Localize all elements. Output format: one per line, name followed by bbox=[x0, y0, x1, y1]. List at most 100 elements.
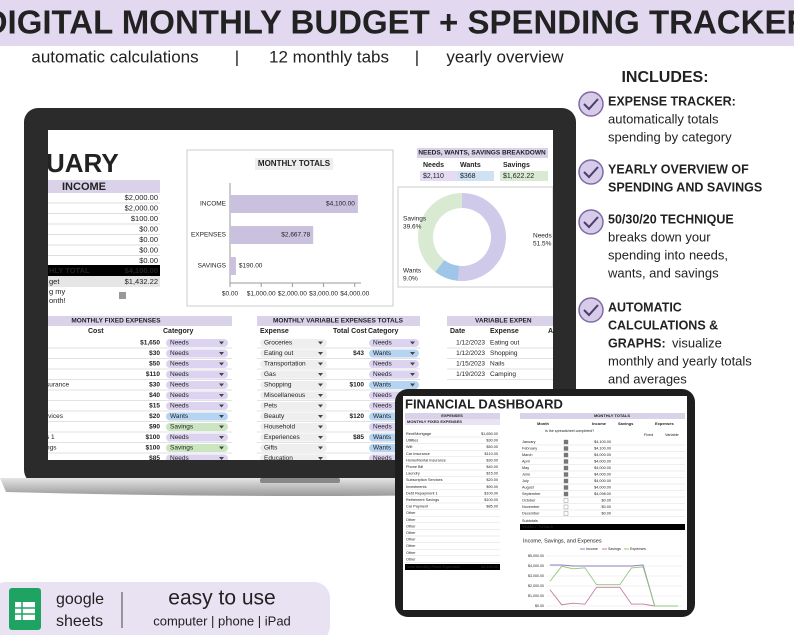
checkbox bbox=[563, 439, 569, 445]
dropdown-arrow bbox=[219, 383, 224, 387]
cost: $43 bbox=[353, 350, 364, 357]
col-header: Total Cost bbox=[333, 328, 367, 335]
checkbox bbox=[563, 485, 569, 490]
month-income: $0.00 bbox=[601, 512, 611, 516]
checkbox bbox=[563, 472, 569, 477]
dropdown-text: Wants bbox=[373, 413, 392, 420]
tablet-row-label: Retirement Savings bbox=[406, 498, 439, 502]
y-tick-label: $4,000.00 bbox=[528, 564, 544, 568]
dropdown bbox=[369, 381, 419, 389]
check-mark bbox=[583, 98, 599, 111]
dropdown-arrow bbox=[219, 436, 224, 439]
x-tick-label: $2,000.00 bbox=[278, 291, 307, 298]
month-income: $4,000.00 bbox=[594, 466, 611, 470]
tablet-col: Fixed bbox=[644, 433, 653, 437]
tablet-row-value: $100.00 bbox=[484, 498, 498, 502]
donut-value: 9.0% bbox=[403, 276, 418, 283]
dropdown-text: Needs bbox=[170, 350, 190, 357]
dropdown-text: Needs bbox=[170, 455, 190, 462]
month-income: $4,000.00 bbox=[594, 479, 611, 483]
checkbox bbox=[563, 465, 569, 471]
dropdown bbox=[260, 391, 327, 400]
donut-slice bbox=[418, 193, 462, 272]
cost: $100 bbox=[146, 445, 161, 452]
dropdown-text: Needs bbox=[170, 361, 190, 368]
check-icon bbox=[578, 91, 604, 117]
breakdown-cell bbox=[457, 171, 494, 181]
month: April bbox=[522, 460, 530, 464]
include-title: GRAPHS: bbox=[608, 336, 666, 350]
dropdown-text: Shopping bbox=[264, 382, 292, 389]
check-mark bbox=[583, 216, 599, 229]
dropdown-text: Needs bbox=[373, 371, 393, 378]
dropdown-text: Groceries bbox=[264, 340, 293, 347]
cost: $20 bbox=[149, 413, 160, 420]
month-income: $4,100.00 bbox=[594, 447, 611, 451]
y-tick-label: $0.00 bbox=[535, 604, 544, 608]
month-income: $4,100.00 bbox=[594, 440, 611, 444]
dropdown bbox=[260, 360, 327, 368]
tablet-row-label: Wifi bbox=[406, 445, 412, 449]
include-text: visualize bbox=[672, 335, 722, 350]
tablet-row-label: Utilities bbox=[406, 439, 418, 443]
dropdown-arrow bbox=[318, 394, 323, 397]
month: August bbox=[522, 486, 535, 490]
dropdown-arrow bbox=[318, 404, 323, 408]
dropdown-arrow bbox=[318, 415, 323, 418]
subtitle: yearly overview bbox=[446, 47, 564, 66]
tablet-row-label: Rent/Mortgage bbox=[406, 432, 431, 436]
month-title: UARY bbox=[46, 148, 119, 178]
tablet-row-value: $90.00 bbox=[486, 485, 498, 489]
tablet-row-value: $40.00 bbox=[486, 465, 498, 469]
y-tick-label: $2,000.00 bbox=[528, 584, 544, 588]
dropdown-arrow bbox=[219, 394, 224, 397]
col-header: Category bbox=[368, 328, 398, 335]
sheets-icon-grid bbox=[15, 602, 35, 620]
month: February bbox=[522, 447, 537, 451]
checkbox bbox=[119, 292, 126, 299]
dropdown-text: Needs bbox=[170, 371, 190, 378]
breakdown-value: $2,110 bbox=[423, 173, 444, 180]
dropdown-text: Gas bbox=[264, 371, 277, 378]
dropdown-text: Wants bbox=[170, 413, 189, 420]
tablet-row-label: Car Payment bbox=[406, 505, 429, 509]
dropdown-text: Needs bbox=[170, 392, 190, 399]
dropdown bbox=[166, 370, 228, 379]
cost: $30 bbox=[149, 350, 160, 357]
month-income: $4,000.00 bbox=[594, 486, 611, 490]
tablet-row-value: $30.00 bbox=[486, 458, 498, 462]
banner bbox=[0, 0, 794, 46]
tablet-row-label: Debt Repayment 1 bbox=[406, 491, 438, 495]
note: onth! bbox=[49, 296, 66, 305]
donut-value: 51.5% bbox=[533, 241, 552, 248]
dropdown-text: Needs bbox=[373, 361, 393, 368]
dropdown bbox=[260, 433, 327, 442]
tablet-row-label: Phone Bill bbox=[406, 465, 423, 469]
dropdown bbox=[166, 381, 228, 389]
include-text: monthly and yearly totals bbox=[608, 353, 752, 368]
dropdown bbox=[260, 423, 327, 431]
income-value: $0.00 bbox=[139, 245, 158, 254]
cost: $120 bbox=[350, 413, 365, 420]
include-text: and averages bbox=[608, 371, 687, 386]
left-row bbox=[48, 276, 160, 287]
dropdown bbox=[166, 402, 228, 410]
checkbox bbox=[563, 498, 569, 503]
dropdown-arrow bbox=[318, 352, 323, 355]
month: January bbox=[522, 440, 536, 444]
dropdown-text: Experiences bbox=[264, 434, 301, 441]
header-bar bbox=[257, 316, 420, 326]
col-header: Expense bbox=[260, 328, 289, 335]
tablet-row-label: Investments bbox=[406, 485, 427, 489]
bar-label: EXPENSES bbox=[191, 232, 227, 239]
include-text: spending by category bbox=[608, 129, 732, 144]
date: 1/15/2023 bbox=[456, 361, 485, 368]
bar-label: SAVINGS bbox=[198, 263, 227, 270]
bar-value: $190.00 bbox=[239, 263, 263, 270]
y-tick-label: $1,000.00 bbox=[528, 594, 544, 598]
dropdown-text: Wants bbox=[373, 382, 392, 389]
tablet-heading: MONTHLY FIXED EXPENSES bbox=[407, 419, 462, 424]
badge-app: google bbox=[56, 591, 104, 608]
dropdown-text: Wants bbox=[373, 434, 392, 441]
